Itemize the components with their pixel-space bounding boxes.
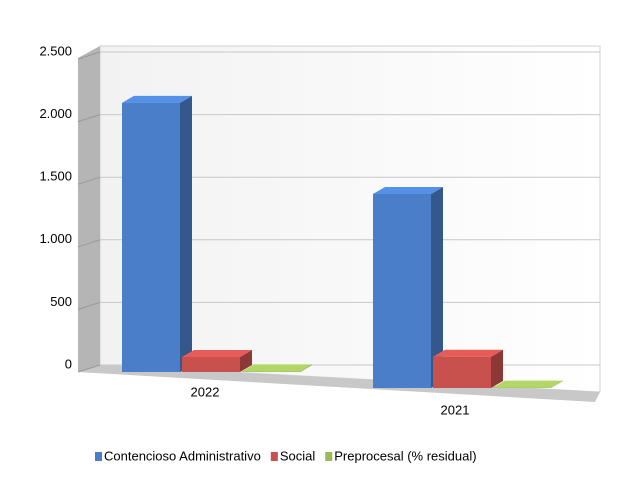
legend-swatch: [95, 452, 102, 461]
bar: [373, 194, 431, 388]
legend-swatch: [271, 452, 278, 461]
legend-label: Contencioso Administrativo: [104, 448, 261, 463]
bar-top: [433, 350, 503, 357]
side-wall: [78, 46, 100, 372]
x-tick-label: 2022: [191, 384, 220, 399]
y-tick-label: 2.500: [39, 43, 72, 58]
y-tick-label: 1.500: [39, 169, 72, 184]
bar: [242, 371, 300, 372]
y-tick-label: 1.000: [39, 231, 72, 246]
legend-label: Preprocesal (% residual): [334, 448, 476, 463]
bar-top: [493, 381, 563, 388]
legend-swatch: [325, 452, 332, 461]
bar: [433, 357, 491, 388]
bar-top: [373, 187, 443, 194]
bar-top: [182, 350, 252, 357]
x-tick-label: 2021: [441, 402, 470, 417]
legend-label: Social: [280, 448, 316, 463]
y-tick-label: 2.000: [39, 106, 72, 121]
bar-side: [180, 96, 192, 372]
bar: [122, 103, 180, 372]
bar: [182, 357, 240, 372]
bar-top: [242, 364, 312, 371]
y-tick-label: 0: [65, 356, 72, 371]
bar-top: [122, 96, 192, 103]
y-tick-label: 500: [50, 294, 72, 309]
